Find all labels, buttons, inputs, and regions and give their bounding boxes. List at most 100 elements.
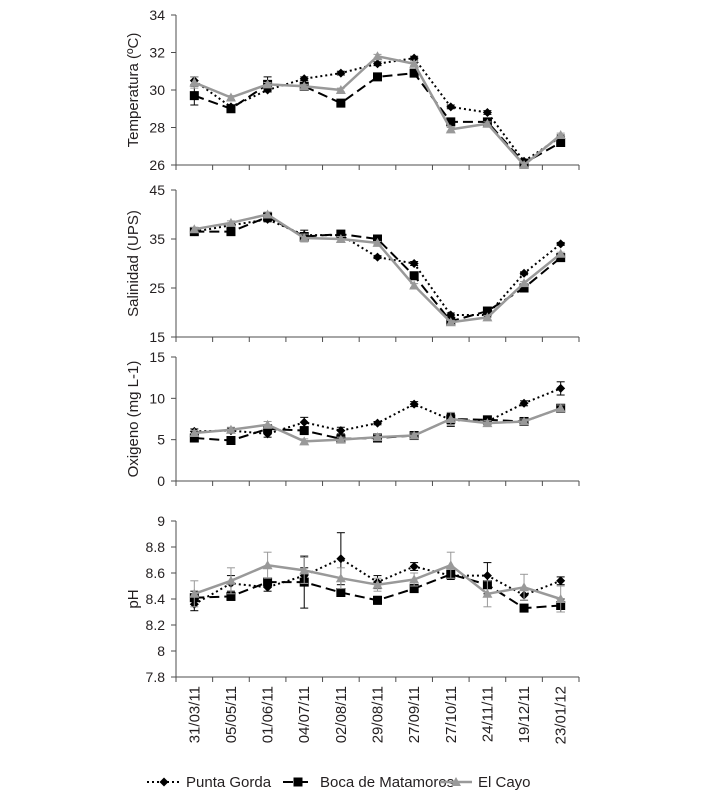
data-point-boca-de-matamoros bbox=[336, 98, 346, 108]
data-point-el-cayo bbox=[445, 560, 456, 570]
legend: Punta Gorda Boca de Matamoros El Cayo bbox=[147, 774, 531, 791]
data-point-boca-de-matamoros bbox=[519, 603, 529, 613]
x-tick-label: 19/12/11 bbox=[516, 686, 533, 743]
data-point-el-cayo bbox=[445, 317, 456, 327]
y-tick-label: 26 bbox=[149, 157, 165, 173]
data-point-punta-gorda bbox=[336, 554, 346, 564]
data-point-el-cayo bbox=[409, 58, 420, 68]
y-tick-label: 8.2 bbox=[146, 617, 166, 633]
data-point-el-cayo bbox=[335, 85, 346, 94]
series-el-cayo bbox=[189, 403, 566, 446]
series-punta-gorda bbox=[189, 381, 566, 439]
data-point-el-cayo bbox=[482, 312, 493, 322]
panel-3: 0 5 10 15 Oxigeno (mg L-1) bbox=[125, 349, 580, 489]
data-point-el-cayo bbox=[409, 430, 420, 440]
data-point-boca-de-matamoros bbox=[226, 435, 236, 445]
data-point-boca-de-matamoros bbox=[226, 227, 236, 237]
data-point-el-cayo bbox=[299, 565, 310, 575]
data-point-boca-de-matamoros bbox=[226, 591, 236, 601]
data-point-el-cayo bbox=[519, 278, 530, 288]
y-tick-label: 25 bbox=[149, 280, 165, 296]
data-point-boca-de-matamoros bbox=[409, 68, 419, 78]
data-point-el-cayo bbox=[262, 419, 273, 429]
data-point-el-cayo bbox=[299, 233, 310, 243]
x-tick-label: 27/09/11 bbox=[406, 686, 423, 743]
y-axis-label: pH bbox=[125, 589, 142, 608]
data-point-boca-de-matamoros bbox=[226, 104, 236, 114]
data-point-punta-gorda bbox=[373, 418, 382, 428]
data-point-el-cayo bbox=[372, 579, 383, 589]
data-point-el-cayo bbox=[299, 436, 310, 446]
x-tick-label: 31/03/11 bbox=[186, 686, 203, 743]
data-point-el-cayo bbox=[225, 424, 236, 434]
data-point-boca-de-matamoros bbox=[482, 306, 492, 316]
y-tick-label: 8 bbox=[157, 643, 165, 659]
y-tick-label: 35 bbox=[149, 231, 165, 247]
series-boca-de-matamoros bbox=[189, 68, 566, 168]
y-tick-label: 34 bbox=[149, 7, 165, 23]
series-line-boca-de-matamoros bbox=[194, 215, 562, 323]
data-point-boca-de-matamoros bbox=[409, 271, 419, 281]
series-el-cayo bbox=[189, 209, 566, 327]
panel-4: 7.8 8 8.2 8.4 8.6 8.8 9 pH bbox=[125, 513, 580, 685]
legend-label: Punta Gorda bbox=[186, 774, 272, 791]
x-category-labels: 31/03/11 05/05/11 01/06/11 04/07/11 02/08/11… bbox=[186, 686, 569, 744]
data-point-el-cayo bbox=[335, 234, 346, 243]
y-tick-label: 10 bbox=[149, 390, 165, 406]
data-point-el-cayo bbox=[225, 575, 236, 585]
panel-1: 26 28 30 32 34 Temperatura (ºC) bbox=[125, 7, 580, 173]
data-point-el-cayo bbox=[189, 588, 200, 598]
legend-item-boca-de-matamoros: Boca de Matamoros bbox=[283, 774, 454, 791]
data-point-punta-gorda bbox=[519, 268, 529, 278]
data-point-el-cayo bbox=[372, 51, 383, 61]
data-point-boca-de-matamoros bbox=[299, 426, 309, 436]
data-point-boca-de-matamoros bbox=[373, 72, 382, 82]
y-tick-label: 8.6 bbox=[146, 565, 166, 581]
x-tick-label: 24/11/11 bbox=[479, 686, 496, 742]
series-el-cayo bbox=[189, 51, 566, 169]
y-tick-label: 0 bbox=[157, 473, 165, 489]
data-point-punta-gorda bbox=[409, 562, 419, 571]
data-point-el-cayo bbox=[555, 130, 566, 139]
data-point-el-cayo bbox=[335, 434, 346, 444]
panel-2: 15 25 35 45 Salinidad (UPS) bbox=[125, 182, 580, 345]
data-point-el-cayo bbox=[189, 224, 200, 234]
legend-item-punta-gorda: Punta Gorda bbox=[147, 774, 272, 791]
data-point-el-cayo bbox=[225, 217, 236, 227]
y-tick-label: 8.4 bbox=[146, 591, 166, 607]
data-point-el-cayo bbox=[372, 237, 383, 247]
series-el-cayo bbox=[189, 551, 566, 613]
data-point-el-cayo bbox=[482, 418, 493, 428]
data-point-boca-de-matamoros bbox=[519, 283, 529, 293]
x-tick-label: 04/07/11 bbox=[296, 686, 313, 743]
x-tick-label: 05/05/11 bbox=[223, 686, 240, 743]
data-point-el-cayo bbox=[299, 81, 310, 91]
data-point-el-cayo bbox=[555, 594, 566, 603]
data-point-punta-gorda bbox=[409, 53, 419, 63]
x-tick-label: 02/08/11 bbox=[333, 686, 350, 743]
data-point-el-cayo bbox=[409, 280, 420, 290]
data-point-boca-de-matamoros bbox=[189, 433, 199, 443]
y-axis-label: Salinidad (UPS) bbox=[125, 210, 142, 317]
data-point-el-cayo bbox=[519, 160, 530, 169]
data-point-punta-gorda bbox=[373, 59, 382, 69]
y-tick-label: 8.8 bbox=[146, 539, 166, 555]
data-point-punta-gorda bbox=[299, 417, 309, 427]
data-point-boca-de-matamoros bbox=[446, 117, 456, 127]
data-point-el-cayo bbox=[262, 79, 273, 89]
data-point-boca-de-matamoros bbox=[556, 138, 566, 147]
data-point-boca-de-matamoros bbox=[373, 595, 382, 605]
series-line-el-cayo bbox=[194, 213, 562, 324]
data-point-el-cayo bbox=[372, 432, 383, 442]
series-boca-de-matamoros bbox=[189, 212, 566, 326]
series-line-boca-de-matamoros bbox=[193, 72, 562, 165]
legend-marker-triangle bbox=[451, 777, 461, 786]
legend-marker-square bbox=[293, 777, 303, 787]
y-tick-label: 28 bbox=[149, 120, 165, 136]
data-point-punta-gorda bbox=[409, 399, 419, 409]
data-point-boca-de-matamoros bbox=[409, 584, 419, 594]
data-point-punta-gorda bbox=[482, 108, 492, 117]
series-punta-gorda bbox=[189, 214, 566, 320]
y-axis-label: Temperatura (ºC) bbox=[125, 33, 142, 148]
